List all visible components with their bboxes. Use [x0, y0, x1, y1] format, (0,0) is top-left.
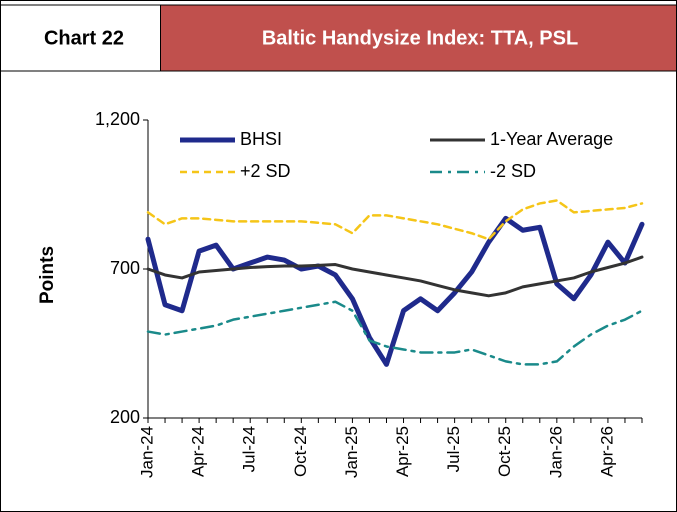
- series-line: [145, 215, 645, 367]
- legend-label: -2 SD: [490, 161, 536, 181]
- x-tick-label: Apr-25: [393, 426, 412, 477]
- x-tick-label: Jan-26: [546, 426, 565, 478]
- y-axis-label: Points: [37, 246, 58, 304]
- legend-label: 1-Year Average: [490, 129, 613, 149]
- series-line: [146, 300, 644, 366]
- series-line: [146, 255, 644, 298]
- series-line: [146, 199, 644, 241]
- x-tick-label: Apr-26: [597, 426, 616, 477]
- x-tick-label: Apr-24: [189, 426, 208, 477]
- title-cell: [160, 4, 677, 72]
- chart-title: Baltic Handysize Index: TTA, PSL: [262, 27, 578, 49]
- y-tick-label: 1,200: [95, 109, 140, 129]
- x-tick-label: Oct-25: [495, 426, 514, 477]
- x-tick-label: Jul-24: [240, 426, 259, 472]
- legend-label: +2 SD: [240, 161, 291, 181]
- label-cell: [0, 4, 161, 72]
- y-tick-label: 700: [110, 258, 140, 278]
- y-tick-label: 200: [110, 407, 140, 427]
- x-tick-label: Jan-25: [342, 426, 361, 478]
- x-tick-label: Jul-25: [444, 426, 463, 472]
- legend-label: BHSI: [240, 129, 282, 149]
- chart-label: Chart 22: [44, 27, 124, 49]
- x-tick-label: Jan-24: [137, 426, 156, 478]
- x-tick-label: Oct-24: [291, 426, 310, 477]
